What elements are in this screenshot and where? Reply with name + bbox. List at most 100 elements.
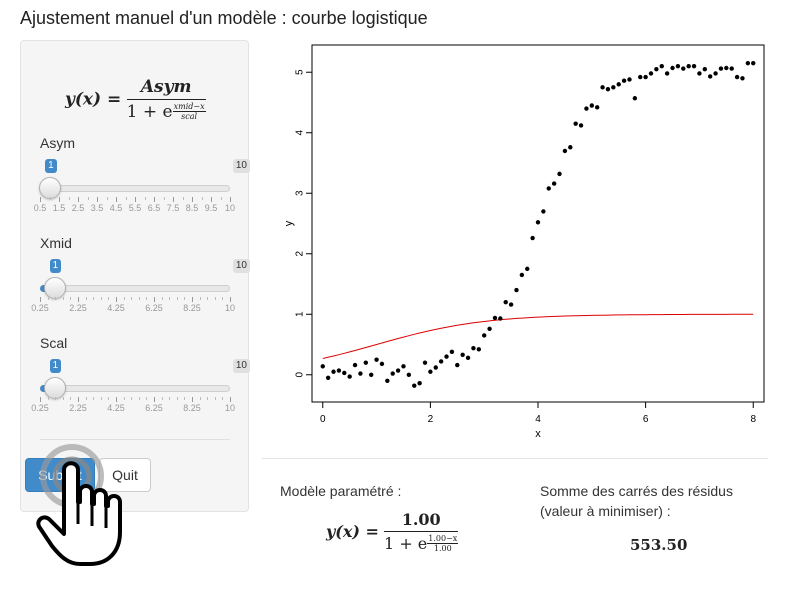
panel-divider <box>40 439 230 440</box>
slider-tick <box>116 297 117 302</box>
slider-tick <box>154 297 155 302</box>
slider-tick-label: 1.5 <box>52 203 66 213</box>
slider-minor-tick <box>49 197 51 200</box>
slider-tick-label: 2.25 <box>69 303 87 313</box>
data-point <box>654 67 659 72</box>
slider-minor-tick <box>169 297 171 300</box>
y-tick-label: 1 <box>295 311 306 317</box>
data-point <box>417 381 422 386</box>
data-point <box>557 171 562 177</box>
slider-minor-tick <box>93 297 95 300</box>
data-point <box>331 369 336 374</box>
data-point <box>406 372 412 377</box>
slider-tick-label: 0.5 <box>33 203 47 213</box>
data-point <box>530 235 535 241</box>
slider-minor-tick <box>161 297 163 300</box>
data-point <box>718 66 724 71</box>
slider-tick-label: 4.5 <box>109 203 123 213</box>
slider-tick <box>59 197 60 202</box>
data-point <box>465 355 471 361</box>
slider-track[interactable] <box>40 185 230 192</box>
data-point <box>605 86 611 92</box>
slider-tick <box>40 397 41 402</box>
sidebar-panel: y(x) = Asym 1 + e xmid−x scal Asym 1 10 0.… <box>20 40 250 512</box>
hand-cursor-icon <box>36 444 122 566</box>
data-point <box>433 365 438 370</box>
slider-tick <box>154 197 155 202</box>
slider-max-badge: 10 <box>232 259 250 273</box>
slider-label-asym: Asym <box>40 135 75 151</box>
data-point <box>444 354 449 359</box>
slider-minor-tick <box>201 197 203 200</box>
slider-ticks: 0.25 2.25 4.25 6.25 8.25 10 <box>31 397 235 421</box>
fitted-formula-exp-num: 1.00−x <box>427 534 459 544</box>
slider-tick <box>192 297 193 302</box>
data-point <box>481 333 487 338</box>
section-divider <box>262 458 768 459</box>
slider-asym[interactable]: 1 10 0.5 1.5 2.5 3.5 4.5 5.5 6.5 7.5 8.5 9.5 10 <box>34 159 250 221</box>
slider-value-badge: 1 <box>45 159 57 173</box>
fitted-formula-numerator: 1.00 <box>384 510 459 532</box>
data-point <box>503 299 508 305</box>
slider-minor-tick <box>62 297 64 300</box>
slider-minor-tick <box>123 297 125 300</box>
formula-lhs: y(x) = <box>65 89 122 110</box>
slider-minor-tick <box>100 397 102 400</box>
slider-minor-tick <box>125 197 127 200</box>
slider-track[interactable] <box>40 385 230 392</box>
data-point <box>681 66 686 71</box>
formula-exp-den: scal <box>181 112 198 121</box>
data-point <box>449 349 455 354</box>
slider-minor-tick <box>70 297 72 300</box>
slider-minor-tick <box>47 297 49 300</box>
slider-scal[interactable]: 1 10 0.25 2.25 4.25 6.25 8.25 10 <box>31 359 250 421</box>
model-formula: y(x) = Asym 1 + e xmid−x scal <box>65 77 206 122</box>
fitted-formula-denominator: 1 + e <box>384 534 428 553</box>
slider-minor-tick <box>199 397 201 400</box>
slider-minor-tick <box>106 197 108 200</box>
slider-minor-tick <box>131 297 133 300</box>
slider-minor-tick <box>131 397 133 400</box>
slider-tick-label: 10 <box>224 403 236 413</box>
slider-minor-tick <box>214 397 216 400</box>
slider-minor-tick <box>182 197 184 200</box>
slider-minor-tick <box>184 397 186 400</box>
data-point <box>578 123 584 128</box>
data-point <box>476 347 482 352</box>
slider-handle[interactable] <box>43 377 66 399</box>
data-point <box>632 96 638 101</box>
slider-tick-label: 0.25 <box>31 403 49 413</box>
slider-minor-tick <box>222 297 224 300</box>
data-point <box>589 103 595 108</box>
data-point <box>455 362 460 368</box>
slider-tick <box>211 197 212 202</box>
slider-tick-label: 8.25 <box>183 403 201 413</box>
slider-minor-tick <box>55 397 57 400</box>
slider-tick <box>154 397 155 402</box>
slider-ticks: 0.5 1.5 2.5 3.5 4.5 5.5 6.5 7.5 8.5 9.5 10 <box>34 197 235 221</box>
slider-ticks: 0.25 2.25 4.25 6.25 8.25 10 <box>31 297 235 321</box>
data-point <box>584 106 589 111</box>
slider-minor-tick <box>68 197 70 200</box>
y-tick-label: 5 <box>295 69 306 75</box>
slider-max-badge: 10 <box>232 159 250 173</box>
slider-handle[interactable] <box>39 177 62 199</box>
slider-tick-label: 6.25 <box>145 303 163 313</box>
slider-minor-tick <box>47 397 49 400</box>
slider-handle[interactable] <box>43 277 66 299</box>
data-point <box>325 375 331 380</box>
data-point <box>611 85 616 90</box>
slider-minor-tick <box>184 297 186 300</box>
x-tick-label: 0 <box>320 414 326 425</box>
slider-minor-tick <box>169 397 171 400</box>
slider-track[interactable] <box>40 285 230 292</box>
y-tick-label: 4 <box>295 130 306 136</box>
data-point <box>627 77 632 82</box>
data-point <box>729 66 734 71</box>
data-point <box>670 65 675 71</box>
slider-xmid[interactable]: 1 10 0.25 2.25 4.25 6.25 8.25 10 <box>31 259 250 321</box>
slider-minor-tick <box>176 297 178 300</box>
slider-minor-tick <box>55 297 57 300</box>
data-point <box>659 63 664 69</box>
data-point <box>638 74 643 80</box>
